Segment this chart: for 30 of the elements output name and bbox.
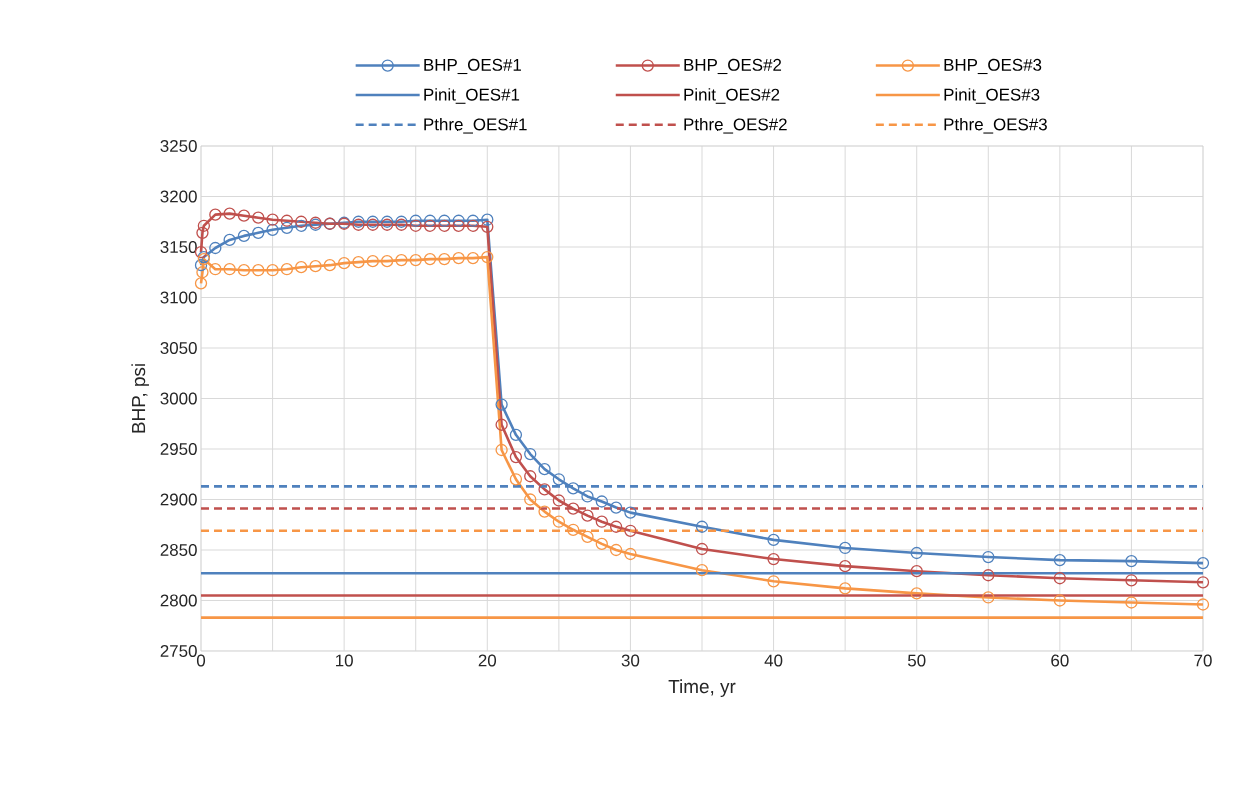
y-tick-label: 3250 <box>160 139 197 152</box>
legend-label: Pinit_OES#2 <box>684 88 780 104</box>
legend-label: Pthre_OES#2 <box>684 117 787 134</box>
y-tick-label: 3150 <box>160 240 197 253</box>
y-tick-label: 3050 <box>160 341 197 354</box>
y-tick-label: 2800 <box>160 594 197 607</box>
y-axis-title: BHP, psi <box>131 364 149 433</box>
legend-label: BHP_OES#2 <box>684 58 782 75</box>
legend-label: Pinit_OES#3 <box>944 88 1040 104</box>
legend-label: BHP_OES#3 <box>944 58 1042 75</box>
y-tick-label: 3200 <box>160 190 197 203</box>
x-tick-label: 10 <box>336 654 353 667</box>
x-tick-label: 70 <box>1194 654 1212 667</box>
x-tick-label: 40 <box>764 654 783 667</box>
legend-label: Pthre_OES#1 <box>424 117 527 134</box>
y-tick-label: 2900 <box>160 493 197 506</box>
x-tick-label: 20 <box>478 654 497 667</box>
x-tick-label: 50 <box>907 654 926 667</box>
x-tick-label: 0 <box>196 654 206 667</box>
y-tick-label: 2850 <box>160 543 197 556</box>
y-tick-label: 2950 <box>160 442 197 455</box>
x-tick-label: 30 <box>621 654 640 667</box>
x-axis-title: Time, yr <box>668 679 736 697</box>
legend-label: BHP_OES#1 <box>424 58 521 75</box>
y-tick-label: 3000 <box>160 392 197 405</box>
y-tick-label: 3100 <box>160 291 197 304</box>
legend-label: Pinit_OES#1 <box>424 88 520 104</box>
legend-label: Pthre_OES#3 <box>944 117 1047 134</box>
x-tick-label: 60 <box>1051 654 1069 667</box>
y-tick-label: 2750 <box>160 644 197 657</box>
